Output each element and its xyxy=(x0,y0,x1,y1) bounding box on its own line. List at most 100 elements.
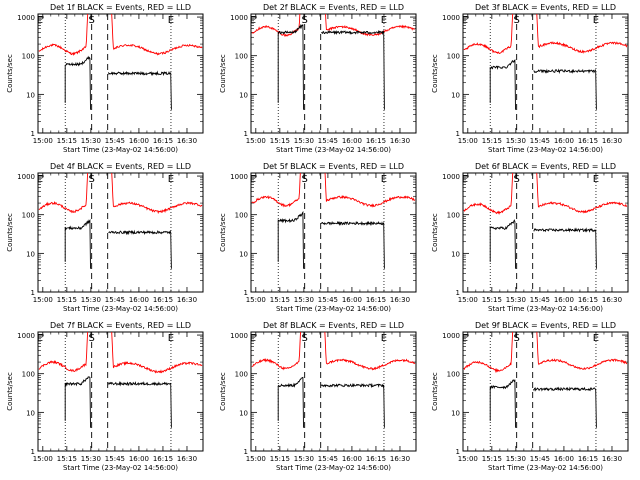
marker-label: S xyxy=(301,174,307,185)
marker-label: E xyxy=(37,174,43,185)
marker-label: E xyxy=(250,15,256,26)
events-series-line xyxy=(108,70,172,110)
panel-det-8f: Det 8f BLACK = Events, RED = LLD 1 10 100 10… xyxy=(219,321,417,472)
x-tick-label: 15:30 xyxy=(81,137,101,145)
x-axis-label: Start Time (23-May-02 14:56:00) xyxy=(276,146,391,154)
events-series-line xyxy=(64,55,91,110)
x-tick-label: 16:00 xyxy=(554,137,574,145)
y-tick-label: 100 xyxy=(235,53,248,61)
x-tick-label: 15:30 xyxy=(81,296,101,304)
events-series-line xyxy=(533,68,597,110)
x-tick-label: 16:30 xyxy=(177,137,197,145)
y-tick-label: 1 xyxy=(31,448,35,456)
marker-label: S xyxy=(513,15,519,26)
y-axis-label: Counts/sec xyxy=(6,213,14,252)
x-tick-label: 16:15 xyxy=(153,137,173,145)
x-tick-label: 15:45 xyxy=(105,296,125,304)
y-tick-label: 1 xyxy=(456,448,460,456)
y-axis-label: Counts/sec xyxy=(431,213,439,252)
y-tick-label: 10 xyxy=(451,250,460,258)
y-tick-label: 100 xyxy=(447,53,460,61)
x-tick-label: 16:15 xyxy=(366,296,386,304)
y-axis-label: Counts/sec xyxy=(6,372,14,411)
y-tick-label: 1000 xyxy=(230,14,248,22)
x-tick-label: 15:45 xyxy=(318,455,338,463)
y-axis-label: Counts/sec xyxy=(219,372,227,411)
y-tick-label: 10 xyxy=(26,91,35,99)
marker-label: E xyxy=(462,333,468,344)
lld-series-line xyxy=(463,332,628,373)
x-tick-label: 15:30 xyxy=(294,137,314,145)
x-tick-label: 16:30 xyxy=(177,296,197,304)
y-axis-label: Counts/sec xyxy=(6,54,14,93)
plot-frame xyxy=(37,172,204,293)
events-series-line xyxy=(64,376,91,428)
y-tick-label: 1000 xyxy=(17,332,35,340)
x-tick-label: 16:30 xyxy=(177,455,197,463)
y-tick-label: 10 xyxy=(26,409,35,417)
plot-frame xyxy=(37,13,204,134)
marker-label: E xyxy=(593,15,599,26)
x-tick-label: 15:00 xyxy=(33,137,53,145)
y-tick-label: 1 xyxy=(244,289,248,297)
plot-frame xyxy=(37,331,204,452)
events-series-line xyxy=(533,386,597,428)
y-tick-label: 10 xyxy=(239,409,248,417)
marker-label: E xyxy=(381,333,387,344)
x-axis-label: Start Time (23-May-02 14:56:00) xyxy=(63,146,178,154)
events-series-line xyxy=(321,29,385,110)
marker-label: E xyxy=(593,174,599,185)
panel-title: Det 8f BLACK = Events, RED = LLD xyxy=(263,321,404,330)
x-tick-label: 16:30 xyxy=(390,137,410,145)
x-tick-label: 16:00 xyxy=(342,296,362,304)
panel-title: Det 4f BLACK = Events, RED = LLD xyxy=(50,162,191,171)
marker-label: S xyxy=(513,333,519,344)
y-tick-label: 1 xyxy=(31,130,35,138)
marker-label: E xyxy=(381,174,387,185)
y-axis-label: Counts/sec xyxy=(219,54,227,93)
x-tick-label: 16:15 xyxy=(578,455,598,463)
y-tick-label: 100 xyxy=(22,53,35,61)
plot-frame xyxy=(462,331,629,452)
events-series-line xyxy=(489,379,516,428)
marker-label: E xyxy=(168,333,174,344)
x-tick-label: 15:30 xyxy=(506,137,526,145)
y-tick-label: 10 xyxy=(239,91,248,99)
x-axis-label: Start Time (23-May-02 14:56:00) xyxy=(63,464,178,472)
x-tick-label: 16:00 xyxy=(342,137,362,145)
panel-title: Det 3f BLACK = Events, RED = LLD xyxy=(475,3,616,12)
marker-label: E xyxy=(381,15,387,26)
x-tick-label: 15:45 xyxy=(105,455,125,463)
y-axis-label: Counts/sec xyxy=(431,54,439,93)
x-tick-label: 16:00 xyxy=(554,296,574,304)
x-tick-label: 16:00 xyxy=(129,137,149,145)
panel-det-1f: Det 1f BLACK = Events, RED = LLD 1 10 100 10… xyxy=(6,3,204,154)
x-tick-label: 16:00 xyxy=(342,455,362,463)
y-tick-label: 100 xyxy=(235,212,248,220)
plot-frame xyxy=(250,172,417,293)
marker-label: E xyxy=(593,333,599,344)
y-tick-label: 1000 xyxy=(17,14,35,22)
x-tick-label: 16:30 xyxy=(602,455,622,463)
y-tick-label: 100 xyxy=(447,212,460,220)
panel-det-2f: Det 2f BLACK = Events, RED = LLD 1 10 100 10… xyxy=(219,3,417,154)
x-tick-label: 15:45 xyxy=(530,296,550,304)
x-tick-label: 15:00 xyxy=(458,296,478,304)
panel-det-4f: Det 4f BLACK = Events, RED = LLD 1 10 100 10… xyxy=(6,162,204,313)
panel-det-6f: Det 6f BLACK = Events, RED = LLD 1 10 100 10… xyxy=(431,162,629,313)
x-tick-label: 16:30 xyxy=(602,296,622,304)
marker-label: S xyxy=(88,15,94,26)
events-series-line xyxy=(321,382,385,428)
y-axis-label: Counts/sec xyxy=(219,213,227,252)
events-series-line xyxy=(108,229,172,269)
events-series-line xyxy=(108,380,172,428)
y-tick-label: 100 xyxy=(235,371,248,379)
marker-label: E xyxy=(168,15,174,26)
events-series-line xyxy=(533,227,597,269)
lld-series-line xyxy=(463,14,628,55)
x-tick-label: 16:15 xyxy=(153,455,173,463)
events-series-line xyxy=(64,218,91,269)
y-tick-label: 1000 xyxy=(442,332,460,340)
x-tick-label: 15:30 xyxy=(506,296,526,304)
x-tick-label: 15:00 xyxy=(33,296,53,304)
